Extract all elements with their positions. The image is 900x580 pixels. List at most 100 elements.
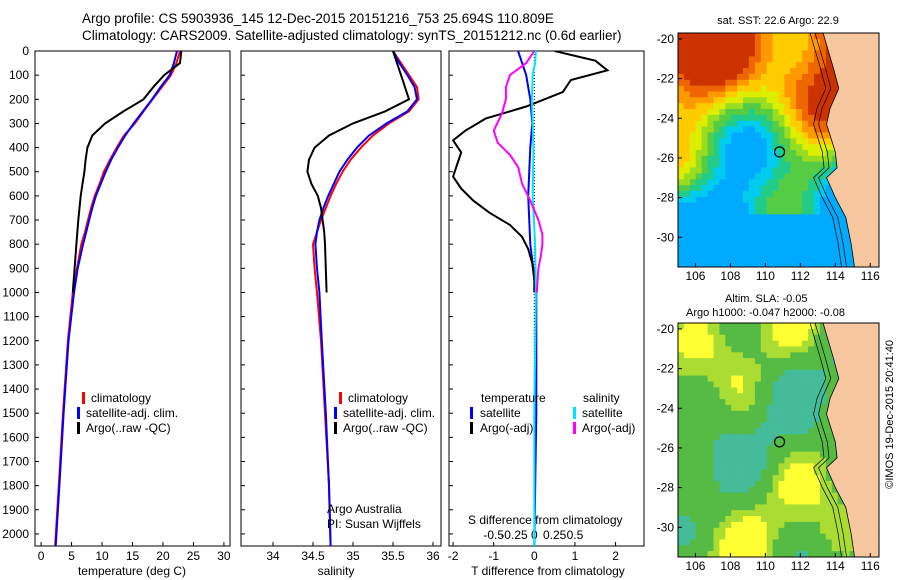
map-cell <box>754 416 762 423</box>
map-cell <box>760 457 768 464</box>
map-cell <box>784 196 791 204</box>
map-cell <box>772 214 780 221</box>
map-cell <box>748 469 756 476</box>
map-cell <box>725 404 732 412</box>
map-cell <box>766 469 774 476</box>
map-cell <box>796 114 803 122</box>
map-cell <box>743 202 750 209</box>
map-cell <box>802 220 809 227</box>
map-cell <box>831 381 839 388</box>
map-cell <box>778 410 785 418</box>
map-cell <box>695 358 703 365</box>
map-cell <box>719 340 726 347</box>
map-cell <box>778 463 785 470</box>
map-cell <box>678 422 685 429</box>
x-tick-label: 30 <box>217 549 231 563</box>
map-cell <box>748 190 756 198</box>
depth-tick-label: 200 <box>9 92 29 106</box>
map-cell <box>695 161 703 169</box>
map-cell <box>843 516 850 523</box>
map-cell <box>790 114 797 122</box>
map-cell <box>778 179 785 186</box>
map-cell <box>766 492 774 499</box>
map-cell <box>725 363 732 371</box>
map-cell <box>766 50 774 57</box>
map-cell <box>796 226 803 233</box>
map-cell <box>695 428 703 435</box>
map-cell <box>766 498 774 505</box>
map-cell <box>748 138 756 145</box>
x-tick-label: 36 <box>426 549 440 563</box>
map-cell <box>814 363 821 371</box>
map-cell <box>748 73 756 81</box>
map-cell <box>784 428 791 435</box>
map-cell <box>790 33 797 40</box>
map-cell <box>731 190 738 198</box>
map-cell <box>784 410 791 418</box>
map-cell <box>802 352 809 359</box>
map-cell <box>683 243 691 250</box>
map-cell <box>802 463 809 470</box>
map-cell <box>814 144 821 151</box>
map-cell <box>683 214 691 221</box>
map-cell <box>748 85 756 93</box>
map-cell <box>748 237 756 245</box>
map-cell <box>678 340 685 347</box>
map-cell <box>737 132 744 139</box>
map-cell <box>790 255 797 262</box>
map-cell <box>737 393 744 400</box>
map-cell <box>731 451 738 459</box>
map-cell <box>737 328 744 336</box>
map-cell <box>790 469 797 476</box>
map-cell <box>713 393 720 400</box>
sst-map <box>678 33 879 267</box>
map-cell <box>719 226 726 233</box>
map-cell <box>743 504 750 511</box>
map-cell <box>849 261 856 267</box>
map-cell <box>707 498 715 505</box>
x-tick-label: 25 <box>187 549 201 563</box>
map-cell <box>683 363 691 371</box>
map-cell <box>825 363 833 371</box>
map-cell <box>808 486 815 494</box>
map-cell <box>754 79 762 87</box>
map-cell <box>713 334 720 342</box>
map-x-tick-label: 110 <box>756 559 775 573</box>
map-cell <box>678 243 685 250</box>
map-cell <box>713 214 720 221</box>
map-cell <box>784 422 791 429</box>
map-cell <box>683 155 691 163</box>
map-cell <box>772 126 780 133</box>
map-cell <box>831 545 839 552</box>
map-cell <box>701 97 709 104</box>
map-cell <box>713 226 720 233</box>
map-cell <box>695 190 703 198</box>
map-cell <box>719 68 726 75</box>
map-cell <box>743 91 750 98</box>
map-cell <box>719 410 726 418</box>
map-cell <box>796 202 803 209</box>
map-cell <box>678 179 685 186</box>
map-cell <box>802 114 809 122</box>
map-cell <box>748 399 756 406</box>
map-cell <box>683 103 691 110</box>
map-cell <box>748 340 756 347</box>
map-cell <box>731 161 738 169</box>
map-cell <box>737 56 744 63</box>
map-cell <box>707 214 715 221</box>
map-cell <box>695 173 703 180</box>
map-cell <box>731 545 738 552</box>
map-cell <box>678 328 685 336</box>
map-cell <box>814 545 821 552</box>
map-cell <box>731 387 738 394</box>
map-cell <box>766 445 774 453</box>
map-cell <box>707 539 715 546</box>
map-cell <box>766 261 774 267</box>
map-cell <box>796 545 803 552</box>
map-cell <box>784 416 791 423</box>
map-cell <box>737 516 744 523</box>
map-cell <box>731 114 738 122</box>
map-cell <box>707 410 715 418</box>
map-cell <box>802 190 809 198</box>
